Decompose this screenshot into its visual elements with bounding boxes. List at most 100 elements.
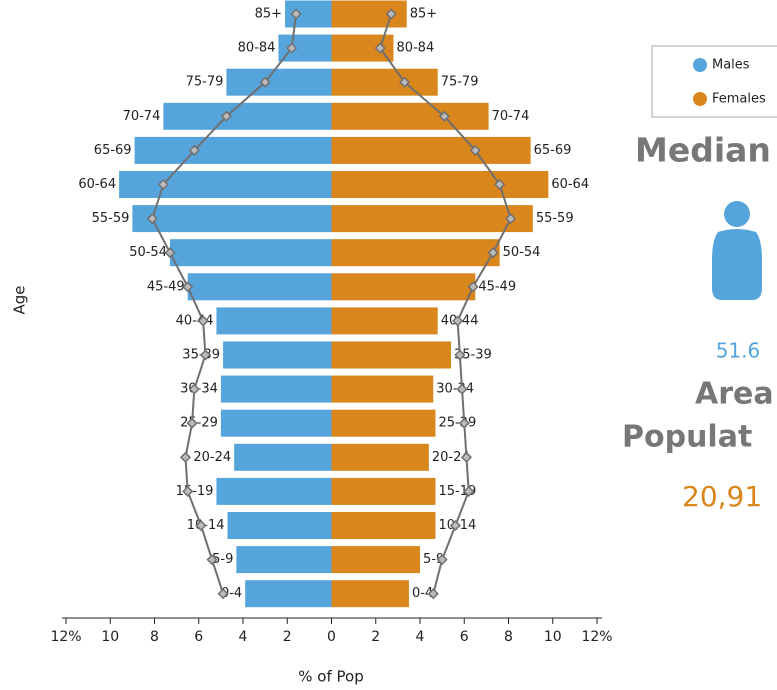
comparison-marker xyxy=(197,315,209,327)
x-tick-label: 8 xyxy=(504,629,513,645)
comparison-marker xyxy=(199,349,211,361)
legend-box xyxy=(651,45,777,118)
comparison-marker xyxy=(179,451,192,463)
bar xyxy=(331,443,429,471)
bar xyxy=(234,443,332,471)
category-label: 50-54 xyxy=(129,245,167,260)
legend-label: Males xyxy=(712,58,750,73)
category-label: 60-64 xyxy=(78,177,116,192)
population-label: Populat xyxy=(622,420,752,455)
comparison-marker xyxy=(206,554,218,566)
category-label: 25-29 xyxy=(438,416,476,431)
category-label: 5-9 xyxy=(423,552,444,567)
bar xyxy=(331,239,500,267)
category-label: 15-19 xyxy=(176,484,214,499)
x-tick-label: 6 xyxy=(460,629,469,645)
comparison-marker xyxy=(385,8,397,20)
bar xyxy=(331,409,436,437)
category-label: 35-39 xyxy=(454,348,492,363)
category-label: 85+ xyxy=(255,7,282,22)
bar xyxy=(331,273,476,301)
comparison-marker xyxy=(454,349,466,361)
comparison-marker xyxy=(458,417,470,429)
x-tick-label: 0 xyxy=(327,629,336,645)
bar xyxy=(132,205,332,233)
category-label: 75-79 xyxy=(186,75,224,90)
category-label: 20-24 xyxy=(432,450,470,465)
category-label: 0-4 xyxy=(412,586,433,601)
x-tick-label: 12% xyxy=(50,629,81,645)
category-label: 20-24 xyxy=(193,450,231,465)
bar xyxy=(331,580,409,608)
x-axis-label: % of Pop xyxy=(298,668,363,686)
comparison-line xyxy=(379,13,512,594)
comparison-marker xyxy=(494,178,506,191)
comparison-marker xyxy=(220,110,232,122)
comparison-marker xyxy=(157,178,169,191)
comparison-marker xyxy=(456,383,468,395)
bar xyxy=(226,68,332,96)
comparison-marker xyxy=(217,588,229,600)
x-tick-label: 2 xyxy=(283,629,292,645)
comparison-marker xyxy=(438,110,450,122)
bar xyxy=(220,409,332,437)
comparison-line xyxy=(151,13,298,595)
bar xyxy=(163,102,332,130)
x-tick-label: 6 xyxy=(194,629,203,645)
x-tick-label: 4 xyxy=(416,629,425,645)
category-label: 45-49 xyxy=(147,279,185,294)
comparison-marker xyxy=(427,588,439,600)
y-axis-label: Age xyxy=(11,285,29,314)
category-label: 25-29 xyxy=(180,416,218,431)
bar xyxy=(119,171,332,198)
comparison-marker xyxy=(182,485,194,497)
comparison-marker xyxy=(449,519,461,532)
category-label: 65-69 xyxy=(534,143,572,158)
legend-swatch xyxy=(693,58,707,72)
bar xyxy=(331,205,533,233)
bar xyxy=(223,341,332,369)
x-tick-label: 2 xyxy=(371,629,380,645)
comparison-marker xyxy=(188,144,200,156)
category-label: 70-74 xyxy=(123,109,161,124)
bar xyxy=(134,136,332,164)
comparison-marker xyxy=(186,417,198,429)
person-icon xyxy=(712,201,762,300)
legend-swatch xyxy=(693,92,707,106)
category-label: 0-4 xyxy=(221,586,242,601)
comparison-marker xyxy=(460,451,473,463)
median-value: 51.6 xyxy=(716,339,761,363)
category-label: 50-54 xyxy=(503,245,541,260)
comparison-marker xyxy=(259,76,271,88)
median-label: Median xyxy=(635,131,771,170)
bar xyxy=(331,477,436,505)
bar xyxy=(227,512,332,539)
x-tick-label: 8 xyxy=(150,629,159,645)
bar xyxy=(331,171,549,198)
comparison-marker xyxy=(467,281,479,293)
x-tick-label: 12% xyxy=(581,629,612,645)
category-label: 80-84 xyxy=(396,41,434,56)
bar xyxy=(236,546,332,574)
comparison-marker xyxy=(487,247,499,259)
bar xyxy=(245,580,332,608)
bar xyxy=(187,273,332,301)
bar xyxy=(220,375,332,403)
area-label: Area xyxy=(695,377,774,412)
category-label: 55-59 xyxy=(536,211,574,226)
bar xyxy=(216,307,332,335)
category-label: 80-84 xyxy=(238,41,276,56)
legend-label: Females xyxy=(712,92,766,107)
comparison-marker xyxy=(436,554,448,566)
comparison-marker xyxy=(290,8,302,20)
bar xyxy=(331,546,420,574)
category-label: 5-9 xyxy=(212,552,233,567)
bar xyxy=(331,341,451,369)
bar xyxy=(216,477,332,505)
comparison-marker xyxy=(146,213,158,225)
category-label: 55-59 xyxy=(92,211,130,226)
x-tick-label: 10 xyxy=(544,629,562,645)
comparison-marker xyxy=(463,485,475,497)
bar xyxy=(331,375,434,403)
